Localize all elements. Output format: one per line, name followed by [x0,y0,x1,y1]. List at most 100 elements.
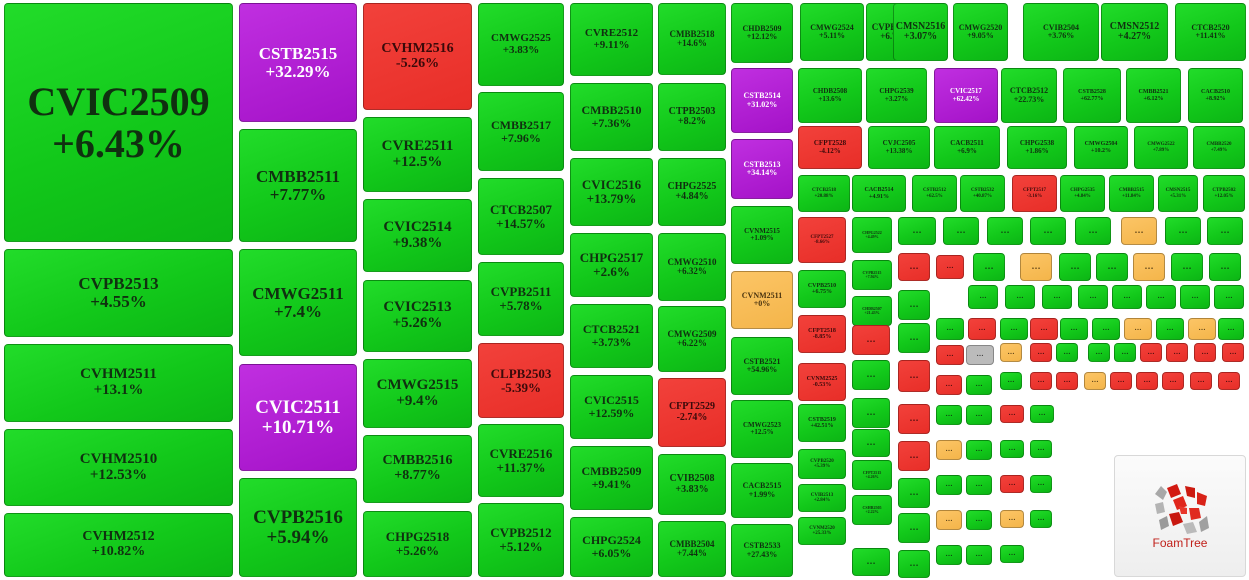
tile-cvre2512[interactable]: CVRE2512 +9.11% [570,3,653,76]
collapsed-tile[interactable]: … [966,510,992,530]
collapsed-tile[interactable]: … [1084,372,1106,390]
tile-chpg2518[interactable]: CHPG2518 +5.26% [363,511,472,577]
tile-cstb2533[interactable]: CSTB2533 +27.43% [731,524,793,577]
tile-cvpb2520[interactable]: CVPB2520 +5.39% [798,449,846,479]
collapsed-tile[interactable]: … [852,398,890,428]
tile-cmbb2504[interactable]: CMBB2504 +7.44% [658,521,726,577]
collapsed-tile[interactable]: … [1030,372,1052,390]
tile-ctpb2503[interactable]: CTPB2503 +8.2% [658,83,726,151]
tile-cmwg2509[interactable]: CMWG2509 +6.22% [658,306,726,372]
tile-ctcb2521[interactable]: CTCB2521 +3.73% [570,304,653,368]
tile-cvnm2515[interactable]: CVNM2515 +1.09% [731,206,793,264]
tile-cvib2513[interactable]: CVIB2513 +2.84% [798,484,846,512]
tile-cmwg2522[interactable]: CMWG2522 +7.89% [1134,126,1188,169]
tile-cmsn2512[interactable]: CMSN2512 +4.27% [1101,3,1168,61]
collapsed-tile[interactable]: … [1042,285,1072,309]
collapsed-tile[interactable]: … [936,345,964,365]
collapsed-tile[interactable]: … [936,318,964,340]
collapsed-tile[interactable]: … [936,440,962,460]
tile-cmwg2510[interactable]: CMWG2510 +6.32% [658,233,726,301]
collapsed-tile[interactable]: … [898,217,936,245]
collapsed-tile[interactable]: … [936,545,962,565]
collapsed-tile[interactable]: … [936,255,964,279]
tile-cvhm2511[interactable]: CVHM2511 +13.1% [4,344,233,422]
tile-cstb2532[interactable]: CSTB2532 +40.87% [960,175,1005,212]
tile-chdb2509[interactable]: CHDB2509 +12.12% [731,3,793,63]
collapsed-tile[interactable]: … [1005,285,1035,309]
collapsed-tile[interactable]: … [898,513,930,543]
tile-cfpt2528[interactable]: CFPT2528 -4.12% [798,126,862,169]
tile-cvhm2516[interactable]: CVHM2516 -5.26% [363,3,472,110]
collapsed-tile[interactable]: … [1000,343,1022,362]
tile-cvic2509[interactable]: CVIC2509 +6.43% [4,3,233,242]
collapsed-tile[interactable]: … [1188,318,1216,340]
collapsed-tile[interactable]: … [1112,285,1142,309]
collapsed-tile[interactable]: … [936,475,962,495]
tile-cacb2515[interactable]: CACB2515 +1.99% [731,463,793,518]
collapsed-tile[interactable]: … [898,441,930,471]
collapsed-tile[interactable]: … [852,548,890,576]
collapsed-tile[interactable]: … [966,440,992,460]
tile-chpg2525[interactable]: CHPG2525 +4.84% [658,158,726,226]
tile-cacb2514[interactable]: CACB2514 +4.91% [852,175,906,212]
tile-cvjc2505[interactable]: CVJC2505 +13.38% [868,126,930,169]
collapsed-tile[interactable]: … [936,375,962,395]
collapsed-tile[interactable]: … [1060,318,1088,340]
tile-cstb2512[interactable]: CSTB2512 +62.5% [912,175,957,212]
tile-cfpt2515[interactable]: CFPT2515 +4.26% [852,460,892,490]
collapsed-tile[interactable]: … [1165,217,1201,245]
tile-cvpb2511[interactable]: CVPB2511 +5.78% [478,262,564,336]
tile-cvnm2511[interactable]: CVNM2511 +0% [731,271,793,329]
collapsed-tile[interactable]: … [852,429,890,457]
tile-cmbb2511[interactable]: CMBB2511 +7.77% [239,129,357,242]
tile-cvib2504[interactable]: CVIB2504 +3.76% [1023,3,1099,61]
tile-cmbb2515[interactable]: CMBB2515 +11.84% [1109,175,1154,212]
tile-cmbb2517[interactable]: CMBB2517 +7.96% [478,92,564,171]
collapsed-tile[interactable]: … [966,375,992,395]
tile-ctcb2512[interactable]: CTCB2512 +22.73% [1001,68,1057,123]
collapsed-tile[interactable]: … [936,510,962,530]
tile-chpg2538[interactable]: CHPG2538 +1.86% [1007,126,1067,169]
tile-cvpb2515[interactable]: CVPB2515 +7.94% [852,260,892,290]
collapsed-tile[interactable]: … [1096,253,1128,281]
collapsed-tile[interactable]: … [1207,217,1243,245]
collapsed-tile[interactable]: … [966,545,992,565]
collapsed-tile[interactable]: … [898,253,930,281]
collapsed-tile[interactable]: … [1209,253,1241,281]
tile-cmbb2509[interactable]: CMBB2509 +9.41% [570,446,653,510]
collapsed-tile[interactable]: … [898,550,930,578]
tile-cacb2510[interactable]: CACB2510 +8.92% [1188,68,1243,123]
collapsed-tile[interactable]: … [1124,318,1152,340]
tile-cmwg2504[interactable]: CMWG2504 +10.2% [1074,126,1128,169]
collapsed-tile[interactable]: … [1136,372,1158,390]
collapsed-tile[interactable]: … [1114,343,1136,362]
tile-cvnm2525[interactable]: CVNM2525 -0.53% [798,363,846,401]
collapsed-tile[interactable]: … [1000,510,1024,528]
tile-cmbb2516[interactable]: CMBB2516 +8.77% [363,435,472,503]
collapsed-tile[interactable]: … [1156,318,1184,340]
tile-cvpb2516[interactable]: CVPB2516 +5.94% [239,478,357,577]
tile-cvic2516[interactable]: CVIC2516 +13.79% [570,158,653,226]
tile-chpg2517[interactable]: CHPG2517 +2.6% [570,233,653,297]
collapsed-tile[interactable]: … [898,290,930,320]
collapsed-tile[interactable]: … [1121,217,1157,245]
collapsed-tile[interactable]: … [1030,475,1052,493]
tile-chpg2539[interactable]: CHPG2539 +3.27% [866,68,927,123]
tile-cvic2513[interactable]: CVIC2513 +5.26% [363,280,472,352]
collapsed-tile[interactable]: … [987,217,1023,245]
collapsed-tile[interactable]: … [1166,343,1188,362]
collapsed-tile[interactable]: … [1088,343,1110,362]
tile-cvic2514[interactable]: CVIC2514 +9.38% [363,199,472,272]
tile-cstb2521[interactable]: CSTB2521 +54.96% [731,337,793,395]
collapsed-tile[interactable]: … [968,285,998,309]
collapsed-tile[interactable]: … [1180,285,1210,309]
tile-cvpb2512[interactable]: CVPB2512 +5.12% [478,503,564,577]
tile-ctcb2520[interactable]: CTCB2520 +11.41% [1175,3,1246,61]
collapsed-tile[interactable]: … [1030,318,1058,340]
collapsed-tile[interactable]: … [1056,343,1078,362]
collapsed-tile[interactable]: … [1162,372,1184,390]
collapsed-tile[interactable]: … [1030,510,1052,528]
tile-cfpt2517[interactable]: CFPT2517 -3.16% [1012,175,1057,212]
collapsed-tile[interactable]: … [1000,318,1028,340]
tile-cvre2516[interactable]: CVRE2516 +11.37% [478,424,564,497]
